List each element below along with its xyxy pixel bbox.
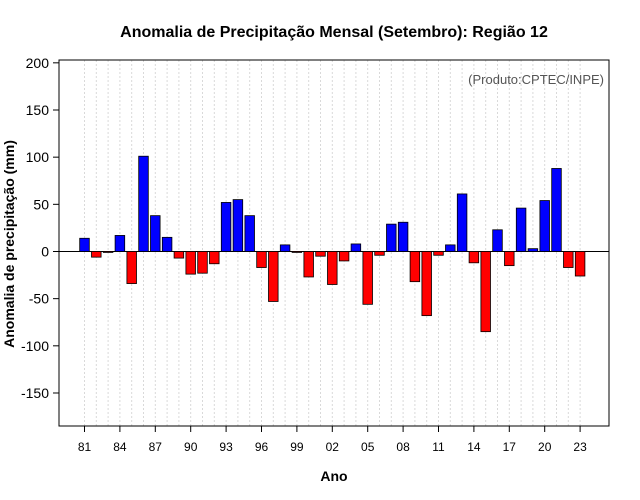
bar-2008 [397, 221, 409, 252]
x-tick-label: 84 [113, 440, 127, 454]
bar-2016 [492, 229, 503, 252]
bar-2011 [433, 251, 444, 256]
bar-2009 [409, 251, 421, 283]
bar-2006 [374, 251, 385, 256]
bar-2023 [574, 251, 586, 277]
bar-1982 [91, 251, 102, 258]
bar-2019 [527, 248, 539, 252]
y-axis-label: Anomalia de precipitação (mm) [1, 140, 17, 348]
bar-1986 [138, 155, 149, 252]
bars [79, 155, 586, 333]
y-tick-label: -150 [21, 385, 49, 401]
y-tick-label: -50 [29, 291, 49, 307]
bar-1997 [268, 251, 279, 302]
bar-1981 [79, 237, 90, 252]
y-tick-label: 0 [41, 243, 49, 259]
bar-2012 [445, 244, 456, 252]
bar-1998 [279, 244, 291, 252]
y-tick-label: 200 [26, 55, 50, 71]
bar-2007 [386, 223, 397, 252]
bar-1987 [150, 215, 161, 252]
bar-1983 [102, 251, 114, 253]
bar-2010 [421, 251, 432, 317]
plot-frame [58, 59, 610, 427]
x-tick-label: 02 [326, 440, 340, 454]
x-tick-label: 14 [467, 440, 481, 454]
bar-2004 [350, 243, 362, 252]
x-tick-label: 93 [219, 440, 233, 454]
x-tick-label: 08 [396, 440, 410, 454]
bar-1999 [291, 251, 303, 253]
bar-1990 [185, 251, 196, 275]
bar-2014 [468, 251, 480, 264]
bar-1992 [209, 251, 220, 265]
x-tick-label: 11 [432, 440, 445, 454]
y-tick-label: 50 [33, 196, 49, 212]
bar-2001 [315, 251, 326, 257]
bar-2017 [504, 251, 515, 267]
bar-2018 [515, 207, 527, 252]
x-axis: 81 84 87 90 93 96 99 02 05 08 11 14 17 20 23 [78, 426, 587, 454]
x-axis-label: Ano [320, 468, 347, 484]
bar-2022 [563, 251, 574, 268]
y-tick-label: -100 [21, 338, 49, 354]
x-tick-label: 20 [538, 440, 552, 454]
x-tick-label: 96 [255, 440, 269, 454]
bar-2000 [303, 251, 314, 278]
y-axis: -150 -100 -50 0 50 100 150 200 [21, 55, 59, 401]
bar-1994 [232, 199, 244, 252]
bar-1985 [126, 251, 137, 284]
bar-1996 [256, 251, 267, 268]
x-tick-label: 90 [184, 440, 198, 454]
bar-2020 [539, 200, 550, 252]
x-tick-label: 23 [573, 440, 587, 454]
bar-1993 [220, 202, 232, 252]
x-tick-label: 99 [290, 440, 304, 454]
bar-1988 [161, 236, 173, 252]
bar-1989 [173, 251, 185, 259]
credit-text: (Produto:CPTEC/INPE) [468, 72, 604, 87]
x-tick-label: 05 [361, 440, 375, 454]
grid-lines [84, 60, 581, 426]
bar-2013 [456, 193, 468, 252]
chart-title: Anomalia de Precipitação Mensal (Setembr… [120, 24, 548, 41]
bar-2021 [551, 168, 562, 252]
y-tick-label: 100 [26, 149, 50, 165]
bar-2003 [338, 251, 350, 262]
x-tick-label: 87 [149, 440, 163, 454]
bar-2002 [327, 251, 338, 285]
bar-1984 [114, 235, 126, 252]
y-tick-label: 150 [26, 102, 50, 118]
bar-1991 [197, 251, 208, 274]
bar-2015 [480, 251, 491, 333]
bar-1995 [244, 215, 255, 252]
bar-2005 [362, 251, 373, 305]
x-tick-label: 81 [78, 440, 92, 454]
x-tick-label: 17 [503, 440, 517, 454]
